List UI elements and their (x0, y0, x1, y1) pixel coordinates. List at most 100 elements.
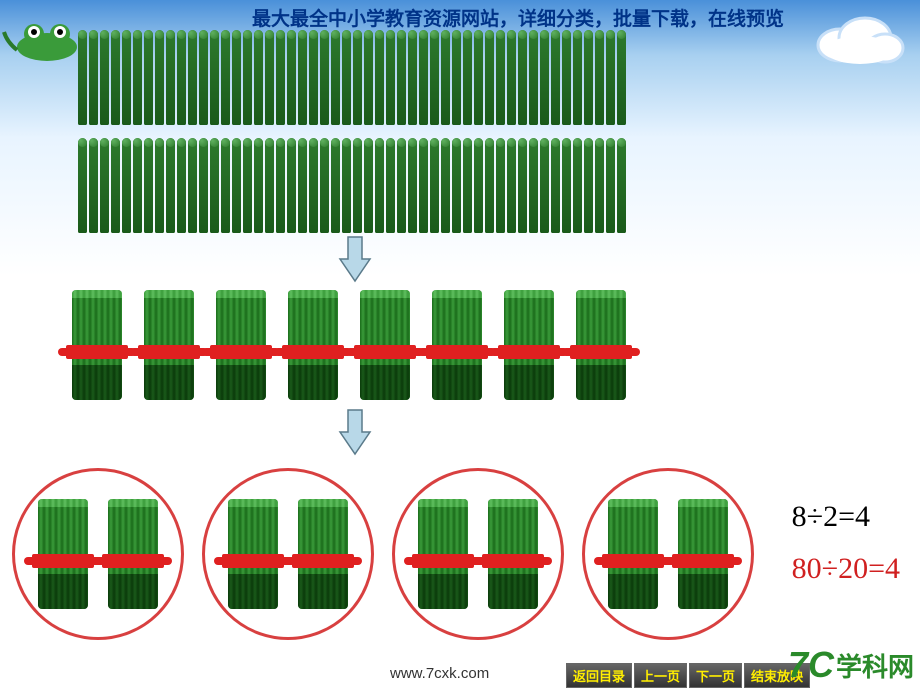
bundle-group (582, 468, 754, 640)
counting-stick (408, 138, 417, 233)
counting-stick (496, 138, 505, 233)
counting-stick (364, 138, 373, 233)
stick-bundle (360, 290, 410, 400)
counting-stick (78, 30, 87, 125)
counting-stick (573, 138, 582, 233)
counting-stick (320, 30, 329, 125)
counting-stick (232, 30, 241, 125)
counting-stick (287, 30, 296, 125)
stick-bundle (488, 499, 538, 609)
counting-stick (89, 138, 98, 233)
counting-stick (518, 138, 527, 233)
counting-stick (496, 30, 505, 125)
counting-stick (254, 30, 263, 125)
counting-stick (199, 30, 208, 125)
counting-stick (100, 30, 109, 125)
counting-stick (573, 30, 582, 125)
counting-stick (177, 138, 186, 233)
counting-stick (298, 30, 307, 125)
counting-stick (133, 138, 142, 233)
counting-stick (188, 138, 197, 233)
counting-stick (617, 30, 626, 125)
stick-bundle (108, 499, 158, 609)
nav-button-0[interactable]: 返回目录 (566, 663, 632, 688)
counting-stick (287, 138, 296, 233)
counting-stick (199, 138, 208, 233)
footer-url: www.7cxk.com (390, 665, 489, 682)
counting-stick (617, 138, 626, 233)
stick-bundle (298, 499, 348, 609)
counting-stick (144, 30, 153, 125)
counting-stick (463, 30, 472, 125)
counting-stick (221, 138, 230, 233)
counting-stick (463, 138, 472, 233)
counting-stick (441, 30, 450, 125)
counting-stick (331, 138, 340, 233)
counting-stick (485, 138, 494, 233)
counting-stick (419, 138, 428, 233)
bundle-group (12, 468, 184, 640)
counting-stick (507, 138, 516, 233)
counting-stick (122, 30, 131, 125)
counting-stick (265, 138, 274, 233)
counting-stick (562, 138, 571, 233)
bundle-group (392, 468, 564, 640)
logo-mark: 7C (788, 644, 834, 686)
counting-stick (133, 30, 142, 125)
counting-stick (122, 138, 131, 233)
counting-stick (309, 138, 318, 233)
counting-stick (188, 30, 197, 125)
counting-stick (584, 138, 593, 233)
counting-stick (309, 30, 318, 125)
stick-bundle (228, 499, 278, 609)
stick-bundle (432, 290, 482, 400)
counting-stick (89, 30, 98, 125)
counting-stick (155, 138, 164, 233)
counting-stick (485, 30, 494, 125)
cloud-decoration (810, 10, 910, 71)
counting-stick (100, 138, 109, 233)
loose-sticks-row-2 (78, 138, 626, 233)
counting-stick (452, 30, 461, 125)
counting-stick (276, 138, 285, 233)
equation-2: 80÷20=4 (792, 552, 900, 586)
nav-button-2[interactable]: 下一页 (689, 663, 742, 688)
counting-stick (441, 138, 450, 233)
counting-stick (474, 138, 483, 233)
bundles-row-8 (72, 290, 626, 400)
grouped-bundles-row (12, 468, 754, 640)
stick-bundle (216, 290, 266, 400)
counting-stick (353, 30, 362, 125)
counting-stick (562, 30, 571, 125)
counting-stick (375, 138, 384, 233)
stick-bundle (38, 499, 88, 609)
counting-stick (595, 30, 604, 125)
counting-stick (243, 138, 252, 233)
counting-stick (518, 30, 527, 125)
counting-stick (540, 30, 549, 125)
loose-sticks-row-1 (78, 30, 626, 125)
nav-buttons: 返回目录上一页下一页结束放映 (566, 663, 810, 688)
nav-button-1[interactable]: 上一页 (634, 663, 687, 688)
site-logo: 7C 学科网 (788, 644, 914, 686)
counting-stick (474, 30, 483, 125)
counting-stick (529, 30, 538, 125)
counting-stick (595, 138, 604, 233)
counting-stick (232, 138, 241, 233)
counting-stick (584, 30, 593, 125)
arrow-down-1 (338, 235, 372, 288)
counting-stick (276, 30, 285, 125)
counting-stick (364, 30, 373, 125)
counting-stick (331, 30, 340, 125)
counting-stick (529, 138, 538, 233)
counting-stick (551, 138, 560, 233)
counting-stick (243, 30, 252, 125)
counting-stick (342, 138, 351, 233)
counting-stick (397, 138, 406, 233)
counting-stick (78, 138, 87, 233)
counting-stick (155, 30, 164, 125)
stick-bundle (418, 499, 468, 609)
counting-stick (507, 30, 516, 125)
counting-stick (254, 138, 263, 233)
counting-stick (430, 138, 439, 233)
